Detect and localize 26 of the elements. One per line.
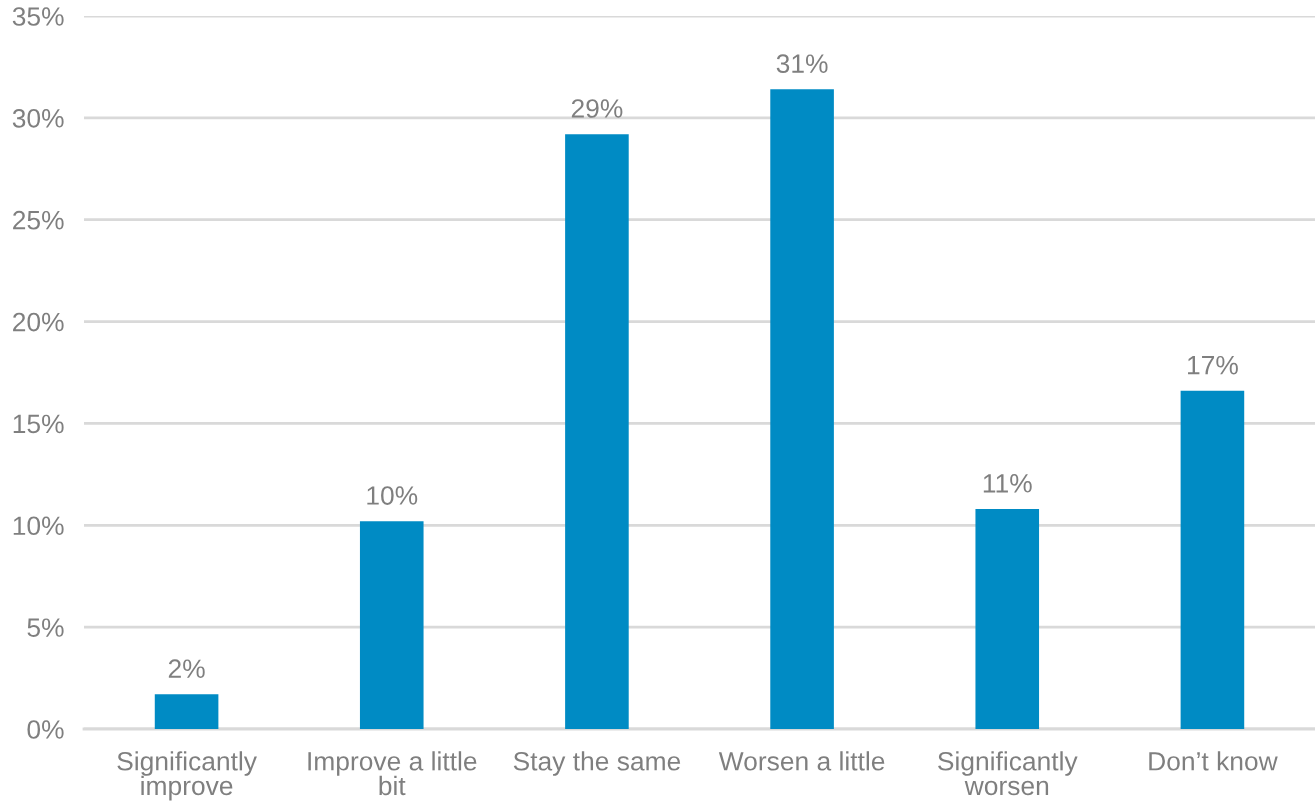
x-tick-label: Improve a little bit [308,751,477,796]
x-tick-label: Significantly worsen [938,751,1078,796]
x-tick-label: Significantly improve [117,751,257,801]
y-tick-label: 30% [12,108,64,128]
y-tick-label: 10% [13,516,64,536]
bar [1180,390,1245,729]
bar [154,694,219,729]
bar [975,508,1040,729]
bar [770,89,834,729]
x-tick-label: Worsen a little [718,751,885,771]
data-label: 10% [367,486,418,505]
y-tick-label: 25% [13,210,64,230]
data-label: 2% [168,659,205,678]
y-tick-label: 15% [13,414,64,434]
y-tick-label: 35% [12,7,64,26]
data-label: 11% [983,474,1032,493]
y-tick-label: 5% [27,618,64,637]
data-label: 29% [571,99,623,118]
y-tick-label: 0% [27,720,64,739]
bar [359,521,424,729]
x-tick-label: Don’t know [1149,751,1278,771]
y-tick-label: 20% [13,312,64,332]
x-tick-label: Stay the same [513,751,681,776]
bar [565,134,629,729]
data-label: 17% [1188,355,1238,375]
data-label: 31% [776,54,828,74]
